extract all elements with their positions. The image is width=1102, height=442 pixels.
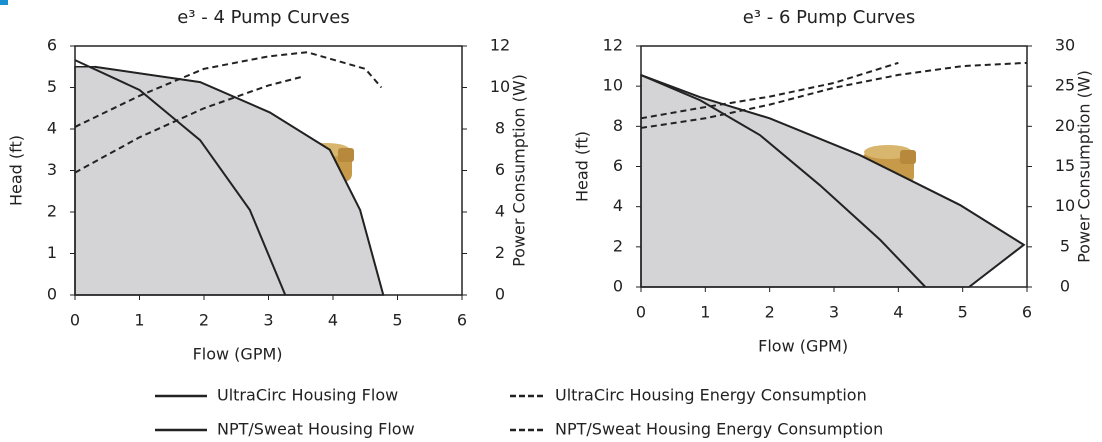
y-tick-label: 10 <box>603 76 623 95</box>
series-line <box>74 76 301 174</box>
series-line <box>74 51 383 128</box>
y2-axis-label: Power Consumption (W) <box>1075 70 1094 263</box>
y-tick-label: 6 <box>47 36 57 55</box>
y-tick-label: 8 <box>613 116 623 135</box>
y-tick-label: 2 <box>613 236 623 255</box>
y2-tick-label: 12 <box>490 36 510 55</box>
y2-tick-label: 0 <box>1060 277 1070 296</box>
y2-tick-label: 20 <box>1055 116 1075 135</box>
x-tick-label: 3 <box>263 311 273 330</box>
series-line <box>640 61 1028 129</box>
y-tick-label: 0 <box>47 285 57 304</box>
y2-tick-label: 6 <box>495 160 505 179</box>
y2-tick-label: 2 <box>495 243 505 262</box>
legend-label: UltraCirc Housing Flow <box>217 386 398 405</box>
series-line <box>640 74 927 288</box>
chart-title: e³ - 4 Pump Curves <box>177 7 350 28</box>
y2-tick-label: 5 <box>1060 236 1070 255</box>
flow-area <box>640 74 1026 288</box>
y-tick-label: 12 <box>603 36 623 55</box>
y2-tick-label: 10 <box>490 77 510 96</box>
x-tick-label: 5 <box>958 303 968 322</box>
legend-label: NPT/Sweat Housing Energy Consumption <box>555 420 883 439</box>
y-tick-label: 4 <box>613 196 623 215</box>
x-tick-label: 0 <box>70 311 80 330</box>
x-tick-label: 4 <box>328 311 338 330</box>
x-tick-label: 1 <box>700 303 710 322</box>
y2-tick-label: 15 <box>1055 156 1075 175</box>
x-tick-label: 5 <box>392 311 402 330</box>
x-tick-label: 6 <box>1022 303 1032 322</box>
y-axis-label: Head (ft) <box>7 135 26 206</box>
y2-tick-label: 4 <box>495 202 505 221</box>
y2-tick-label: 10 <box>1055 196 1075 215</box>
x-axis-label: Flow (GPM) <box>193 345 283 364</box>
y-tick-label: 5 <box>47 77 57 96</box>
x-tick-label: 0 <box>636 303 646 322</box>
y-tick-label: 3 <box>47 160 57 179</box>
x-tick-label: 6 <box>457 311 467 330</box>
y-tick-label: 2 <box>47 202 57 221</box>
chart-title: e³ - 6 Pump Curves <box>743 7 916 28</box>
y2-tick-label: 8 <box>495 119 505 138</box>
y-tick-label: 6 <box>613 156 623 175</box>
x-tick-label: 2 <box>765 303 775 322</box>
legend-label: UltraCirc Housing Energy Consumption <box>555 386 867 405</box>
series-line <box>94 65 385 296</box>
x-tick-label: 1 <box>134 311 144 330</box>
series-line <box>640 61 899 120</box>
x-tick-label: 3 <box>829 303 839 322</box>
x-axis-label: Flow (GPM) <box>758 337 848 356</box>
y-axis-label: Head (ft) <box>573 131 592 202</box>
y2-tick-label: 25 <box>1055 76 1075 95</box>
y2-tick-label: 0 <box>495 285 505 304</box>
y2-axis-label: Power Consumption (W) <box>510 74 529 267</box>
series-line <box>74 59 287 296</box>
corner-mark <box>0 0 8 5</box>
y-tick-label: 4 <box>47 119 57 138</box>
x-tick-label: 4 <box>893 303 903 322</box>
y2-tick-label: 30 <box>1055 36 1075 55</box>
x-tick-label: 2 <box>199 311 209 330</box>
y-tick-label: 0 <box>613 277 623 296</box>
y-tick-label: 1 <box>47 243 57 262</box>
series-line <box>640 74 1026 288</box>
legend-label: NPT/Sweat Housing Flow <box>217 420 415 439</box>
